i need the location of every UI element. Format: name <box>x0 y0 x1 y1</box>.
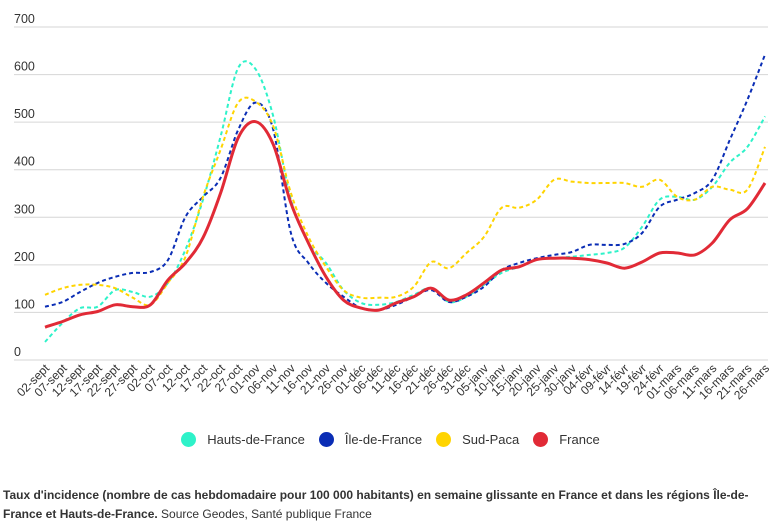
caption-title: Taux d'incidence (nombre de cas hebdomad… <box>3 488 749 521</box>
line-chart: 010020030040050060070002-sept07-sept12-s… <box>14 12 772 402</box>
y-tick-label: 300 <box>14 202 35 216</box>
legend-item-ile-de-france[interactable]: Île-de-France <box>318 432 423 447</box>
y-tick-label: 0 <box>14 345 21 359</box>
y-tick-label: 200 <box>14 250 35 264</box>
legend-marker-icon <box>533 432 549 447</box>
legend-item-sud-paca[interactable]: Sud-Paca <box>436 432 519 447</box>
legend-label: Île-de-France <box>344 432 423 447</box>
legend-item-france[interactable]: France <box>533 432 600 447</box>
legend-item-hauts-de-france[interactable]: Hauts-de-France <box>181 432 305 447</box>
series-line--le-de-france <box>44 54 766 312</box>
chart-caption: Taux d'incidence (nombre de cas hebdomad… <box>3 486 773 524</box>
legend-label: Sud-Paca <box>462 432 520 447</box>
caption-source: Source Geodes, Santé publique France <box>157 507 372 521</box>
y-tick-label: 700 <box>14 12 35 26</box>
y-tick-label: 100 <box>14 297 35 311</box>
legend-label: Hauts-de-France <box>207 432 305 447</box>
y-tick-label: 600 <box>14 60 35 74</box>
legend-marker-icon <box>318 432 334 447</box>
y-tick-label: 500 <box>14 107 35 121</box>
legend: Hauts-de-France Île-de-France Sud-Paca F… <box>0 432 781 447</box>
legend-label: France <box>559 432 600 447</box>
y-tick-label: 400 <box>14 155 35 169</box>
series-line-france <box>44 120 767 329</box>
legend-marker-icon <box>181 432 197 447</box>
legend-marker-icon <box>436 432 452 447</box>
series-line-sud-paca <box>44 96 766 307</box>
